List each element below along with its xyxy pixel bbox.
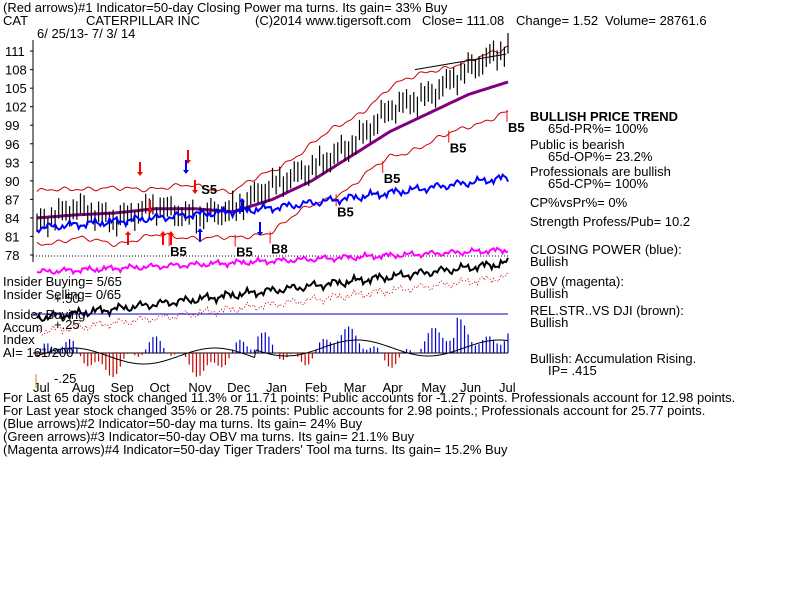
footer-line-5: (Magenta arrows)#4 Indicator=50-day Tige…	[3, 442, 508, 457]
footer-line-2: For Last year stock changed 35% or 28.75…	[3, 403, 706, 418]
x-tick-label: Jun	[460, 380, 481, 395]
accum-minus25: -.25	[54, 371, 77, 386]
ma-50-line	[36, 80, 509, 220]
op-percent: 65d-OP%= 23.2%	[548, 149, 653, 164]
relstr-status: Bullish	[530, 315, 569, 330]
cp-vs-pr: CP%vsPr%= 0%	[530, 195, 628, 210]
x-tick-label: Jan	[266, 380, 287, 395]
x-tick-label: Nov	[188, 380, 212, 395]
insider-selling: Insider Selling= 0/65	[3, 287, 122, 302]
price-trend-label: BULLISH PRICE TREND	[530, 109, 679, 124]
y-tick-label: 84	[5, 211, 19, 226]
y-tick-label: 105	[5, 81, 27, 96]
closing-power-label: CLOSING POWER (blue):	[530, 242, 682, 257]
y-tick-label: 96	[5, 137, 19, 152]
x-tick-label: Mar	[344, 380, 367, 395]
x-tick-label: Feb	[305, 380, 327, 395]
x-tick-label: May	[421, 380, 446, 395]
obv-label: OBV (magenta):	[530, 274, 624, 289]
y-tick-label: 111	[5, 44, 25, 59]
signal-label: B5	[384, 171, 401, 186]
obv-status: Bullish	[530, 286, 569, 301]
public-status: Public is bearish	[530, 137, 625, 152]
accum-plus25: +.25	[54, 317, 80, 332]
indicator-arrowhead	[147, 210, 153, 214]
indicator-arrowhead	[137, 172, 143, 176]
indicator-arrowhead	[183, 170, 189, 174]
indicator-arrowhead	[192, 190, 198, 194]
x-tick-label: Dec	[227, 380, 251, 395]
y-tick-label: 102	[5, 100, 27, 115]
x-tick-label: Aug	[72, 380, 95, 395]
signal-label: B8	[271, 242, 288, 257]
footer-line-4: (Green arrows)#3 Indicator=50-day OBV ma…	[3, 429, 415, 444]
closing-power-status: Bullish	[530, 254, 569, 269]
date-range: 6/ 25/13- 7/ 3/ 14	[37, 26, 136, 41]
signal-label: B5	[450, 141, 467, 156]
indicator-arrowhead	[197, 228, 203, 232]
ai-value: AI= 161/200	[3, 345, 74, 360]
signal-label: S5	[201, 182, 217, 197]
cp-percent: 65d-CP%= 100%	[548, 176, 649, 191]
signal-label: B5	[508, 120, 525, 135]
y-tick-label: 78	[5, 248, 19, 263]
obv-line	[36, 246, 509, 276]
x-tick-label: Oct	[150, 380, 171, 395]
x-tick-label: Jul	[499, 380, 516, 395]
ticker-label: CAT	[3, 13, 29, 28]
index-label: Index	[3, 332, 35, 347]
footer-line-3: (Blue arrows)#2 Indicator=50-day ma turn…	[3, 416, 363, 431]
pr-percent: 65d-PR%= 100%	[548, 121, 649, 136]
accumulation-status: Bullish: Accumulation Rising.	[530, 351, 697, 366]
indicator-arrowhead	[239, 198, 245, 202]
signal-label: B5	[236, 245, 253, 260]
indicator-arrowhead	[168, 231, 174, 235]
y-tick-label: 90	[5, 174, 19, 189]
signal-label: B5	[337, 204, 354, 219]
relstr-ma-line	[36, 271, 509, 336]
change-value: Change= 1.52	[516, 13, 599, 28]
footer-line-1: For Last 65 days stock changed 11.3% or …	[3, 390, 736, 405]
relstr-label: REL.STR..VS DJI (brown):	[530, 303, 684, 318]
relstr-line	[36, 257, 509, 323]
x-tick-label: Sep	[111, 380, 134, 395]
company-name: CATERPILLAR INC	[86, 13, 200, 28]
accum-label: Accum	[3, 320, 43, 335]
y-tick-label: 99	[5, 118, 19, 133]
closing-power-line	[36, 172, 509, 234]
trend-line	[414, 53, 507, 71]
insider-buying-2: Insider Buying	[3, 307, 86, 322]
accum-plus50: +.50	[54, 291, 80, 306]
ip-value: IP= .415	[548, 363, 597, 378]
volume-value: Volume= 28761.6	[605, 13, 707, 28]
lower-band-line	[36, 110, 509, 247]
insider-buying: Insider Buying= 5/65	[3, 274, 122, 289]
indicator-1-caption: (Red arrows)#1 Indicator=50-day Closing …	[3, 0, 448, 15]
accum-ma-line	[36, 339, 509, 365]
signal-label: B5	[170, 244, 187, 259]
x-tick-label: Jul	[33, 380, 50, 395]
y-tick-label: 81	[5, 229, 19, 244]
y-tick-label: 93	[5, 155, 19, 170]
close-value: Close= 111.08	[422, 13, 505, 28]
indicator-arrowhead	[125, 231, 131, 235]
indicator-arrowhead	[257, 232, 263, 236]
strength-ratio: Strength Profess/Pub= 10.2	[530, 214, 691, 229]
professionals-status: Professionals are bullish	[530, 164, 671, 179]
x-tick-label: Apr	[383, 380, 404, 395]
copyright-label: (C)2014 www.tigersoft.com	[255, 13, 412, 28]
indicator-arrowhead	[160, 231, 166, 235]
y-tick-label: 87	[5, 192, 19, 207]
y-tick-label: 108	[5, 63, 27, 78]
